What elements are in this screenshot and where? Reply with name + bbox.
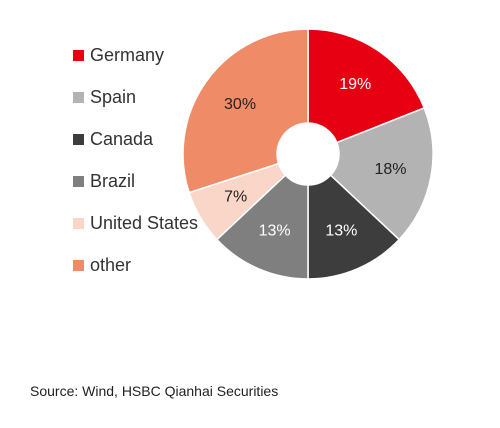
legend-label-united-states: United States [90,212,199,233]
slice-canada [307,174,401,280]
legend-swatch-other [73,259,84,271]
legend-swatch-united-states [73,217,84,229]
legend-swatch-canada [73,133,84,145]
slice-label-united-states: 7% [224,188,247,205]
legend-label-germany: Germany [90,44,165,65]
legend-label-canada: Canada [90,128,154,149]
legend-item-brazil: Brazil [73,160,233,202]
legend-swatch-germany [73,49,84,61]
legend-swatch-brazil [73,175,84,187]
slice-brazil [215,174,309,280]
legend: Germany Spain Canada Brazil United State… [73,34,233,286]
slice-germany [307,28,426,144]
slice-other [182,28,309,194]
slice-label-spain: 18% [374,161,406,178]
slice-label-brazil: 13% [259,223,291,240]
slice-label-other: 30% [224,96,256,113]
legend-item-spain: Spain [73,76,233,118]
legend-label-spain: Spain [90,86,137,107]
legend-label-brazil: Brazil [90,170,136,191]
slice-spain [329,107,434,241]
legend-swatch-spain [73,91,84,103]
legend-item-canada: Canada [73,118,233,160]
legend-item-united-states: United States [73,202,233,244]
slice-label-canada: 13% [325,223,357,240]
source-note: Source: Wind, HSBC Qianhai Securities [30,383,279,399]
legend-label-other: other [90,254,132,275]
slice-label-germany: 19% [339,76,371,93]
legend-item-germany: Germany [73,34,233,76]
legend-item-other: other [73,244,233,286]
